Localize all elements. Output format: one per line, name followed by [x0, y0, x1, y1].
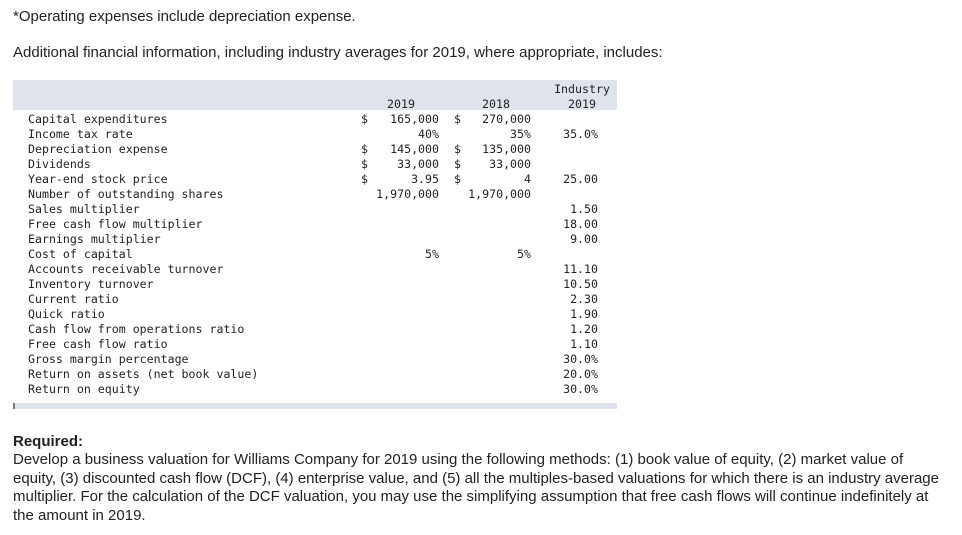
table-row: Free cash flow ratio 1.10: [13, 337, 617, 352]
table-row: Year-end stock price $3.95 $4 25.00: [13, 172, 617, 187]
value-2019: 5%: [425, 247, 439, 261]
dollar-sign-2018: $: [454, 172, 461, 186]
value-industry: 1.20: [570, 322, 598, 336]
table-row: Quick ratio 1.90: [13, 307, 617, 322]
row-label: Current ratio: [28, 292, 119, 306]
row-label: Free cash flow multiplier: [28, 217, 203, 231]
header-industry-bottom: 2019: [568, 97, 596, 111]
table-row: Current ratio 2.30: [13, 292, 617, 307]
table-row: Earnings multiplier 9.00: [13, 232, 617, 247]
value-industry: 1.90: [570, 307, 598, 321]
dollar-sign-2018: $: [454, 157, 461, 171]
value-2018: 33,000: [489, 157, 531, 171]
required-body: Develop a business valuation for William…: [13, 451, 939, 524]
row-label: Cost of capital: [28, 247, 133, 261]
value-industry: 1.50: [570, 202, 598, 216]
table-row: Inventory turnover 10.50: [13, 277, 617, 292]
row-label: Return on assets (net book value): [28, 367, 259, 381]
row-label: Inventory turnover: [28, 277, 154, 291]
value-industry: 9.00: [570, 232, 598, 246]
value-2019: 145,000: [390, 142, 439, 156]
row-label: Return on equity: [28, 382, 140, 396]
dollar-sign-2018: $: [454, 142, 461, 156]
value-industry: 1.10: [570, 337, 598, 351]
table-row: Income tax rate 40% 35% 35.0%: [13, 127, 617, 142]
header-2019: 2019: [387, 97, 415, 111]
value-industry: 18.00: [563, 217, 598, 231]
table-row: Dividends $33,000 $33,000: [13, 157, 617, 172]
value-2018: 5%: [517, 247, 531, 261]
dollar-sign-2019: $: [361, 112, 368, 126]
table-row: Sales multiplier 1.50: [13, 202, 617, 217]
value-industry: 30.0%: [563, 352, 598, 366]
intro-text: Additional financial information, includ…: [13, 44, 663, 61]
value-industry: 35.0%: [563, 127, 598, 141]
row-label: Depreciation expense: [28, 142, 168, 156]
table-row: Accounts receivable turnover 11.10: [13, 262, 617, 277]
value-2018: 270,000: [482, 112, 531, 126]
dollar-sign-2019: $: [361, 157, 368, 171]
row-label: Income tax rate: [28, 127, 133, 141]
row-label: Number of outstanding shares: [28, 187, 224, 201]
row-label: Capital expenditures: [28, 112, 168, 126]
row-label: Quick ratio: [28, 307, 105, 321]
row-label: Free cash flow ratio: [28, 337, 168, 351]
value-2019: 1,970,000: [376, 187, 439, 201]
dollar-sign-2019: $: [361, 142, 368, 156]
header-band: [13, 80, 617, 110]
dollar-sign-2018: $: [454, 112, 461, 126]
table-row: Return on assets (net book value) 20.0%: [13, 367, 617, 382]
value-2019: 40%: [418, 127, 439, 141]
value-2019: 3.95: [411, 172, 439, 186]
value-2019: 33,000: [397, 157, 439, 171]
value-industry: 25.00: [563, 172, 598, 186]
row-label: Dividends: [28, 157, 91, 171]
value-industry: 2.30: [570, 292, 598, 306]
required-title: Required:: [13, 433, 84, 450]
row-label: Earnings multiplier: [28, 232, 161, 246]
value-2018: 135,000: [482, 142, 531, 156]
value-industry: 10.50: [563, 277, 598, 291]
header-industry-top: Industry: [554, 82, 610, 96]
row-label: Cash flow from operations ratio: [28, 322, 245, 336]
table-bottom-rule: [13, 403, 617, 409]
dollar-sign-2019: $: [361, 172, 368, 186]
row-label: Sales multiplier: [28, 202, 140, 216]
table-row: Capital expenditures $165,000 $270,000: [13, 112, 617, 127]
value-industry: 11.10: [563, 262, 598, 276]
value-2019: 165,000: [390, 112, 439, 126]
value-industry: 20.0%: [563, 367, 598, 381]
row-label: Gross margin percentage: [28, 352, 189, 366]
value-2018: 4: [524, 172, 531, 186]
value-industry: 30.0%: [563, 382, 598, 396]
table-row: Number of outstanding shares 1,970,000 1,9…: [13, 187, 617, 202]
table-row: Return on equity 30.0%: [13, 382, 617, 397]
header-2018: 2018: [482, 97, 510, 111]
value-2018: 35%: [510, 127, 531, 141]
financial-table: Industry 2019 2018 2019 Capital expendit…: [13, 80, 617, 409]
table-row: Cost of capital 5% 5%: [13, 247, 617, 262]
footnote: *Operating expenses include depreciation…: [13, 8, 356, 25]
value-2018: 1,970,000: [468, 187, 531, 201]
table-row: Gross margin percentage 30.0%: [13, 352, 617, 367]
row-label: Accounts receivable turnover: [28, 262, 224, 276]
table-row: Depreciation expense $145,000 $135,000: [13, 142, 617, 157]
table-row: Free cash flow multiplier 18.00: [13, 217, 617, 232]
row-label: Year-end stock price: [28, 172, 168, 186]
table-row: Cash flow from operations ratio 1.20: [13, 322, 617, 337]
